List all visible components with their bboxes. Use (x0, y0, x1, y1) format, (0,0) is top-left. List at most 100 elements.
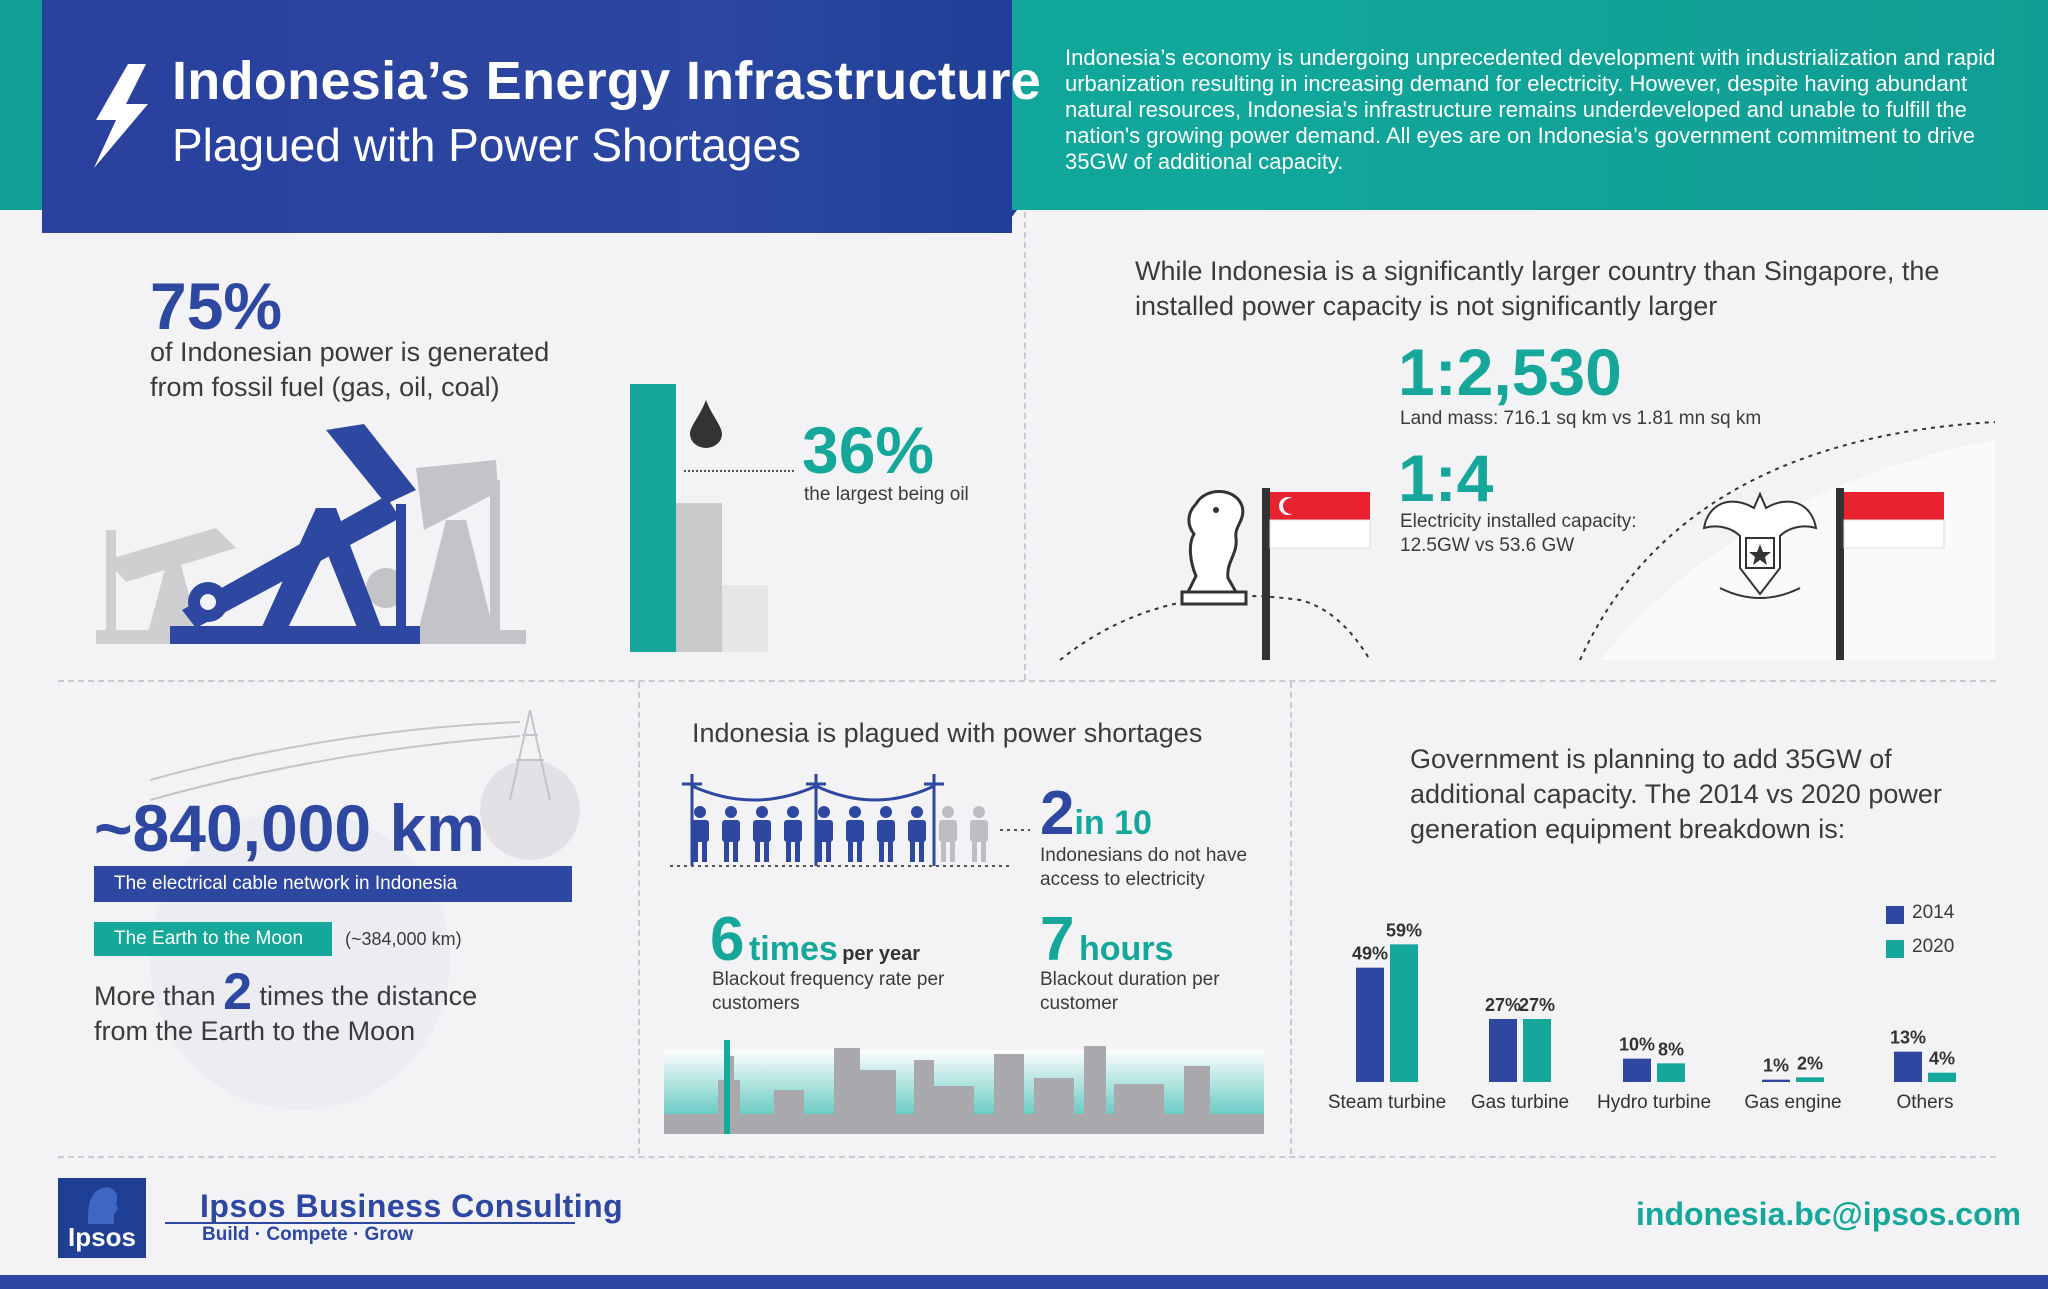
city-skyline-illustration (664, 1040, 1264, 1134)
frequency-suffix: per year (842, 943, 921, 965)
capacity-description: Electricity installed capacity: 12.5GW v… (1400, 511, 1637, 556)
earth-moon-distance: (~384,000 km) (345, 929, 462, 949)
fossil-bar-chart (630, 384, 768, 652)
pumpjack-illustration (96, 424, 526, 644)
distance-multiple-value: 2 (223, 963, 253, 1021)
ipsos-logo-word: Ipsos (68, 1222, 136, 1252)
distance-multiple: More than 2 times the distance from the … (94, 966, 534, 1049)
garuda-emblem-icon (1702, 491, 1818, 599)
merlion-icon (1180, 490, 1248, 606)
title-box (42, 0, 1012, 233)
intro-text: Indonesia’s economy is undergoing unprec… (1065, 45, 1996, 174)
shortages-heading: Indonesia is plagued with power shortage… (692, 718, 1203, 748)
data-label: 49% (1352, 944, 1388, 964)
fossil-bar-2 (722, 585, 768, 652)
legend-swatch-2020 (1886, 940, 1904, 958)
people-pictogram (670, 774, 1030, 867)
frequency-unit: times (748, 930, 838, 968)
person-icon (877, 806, 895, 862)
person-icon (753, 806, 771, 862)
bar-2014-4 (1894, 1051, 1922, 1082)
oil-description: the largest being oil (804, 484, 969, 505)
fossil-bar-0 (630, 384, 676, 652)
divider (1290, 682, 1292, 1154)
fossil-fuel-description: of Indonesian power is generated from fo… (150, 337, 550, 402)
category-label: Gas engine (1744, 1092, 1841, 1113)
distance-multiple-prefix: More than (94, 981, 216, 1011)
divider (58, 680, 1996, 682)
data-label: 10% (1619, 1035, 1655, 1055)
category-label: Others (1896, 1092, 1953, 1113)
data-label: 27% (1519, 995, 1555, 1015)
bottom-bar (0, 1275, 2048, 1289)
company-name: Ipsos Business Consulting (200, 1188, 624, 1224)
title-box-corner (1000, 210, 1017, 233)
access-description: Indonesians do not have access to electr… (1040, 845, 1248, 890)
company-tagline: Build · Compete · Grow (202, 1224, 414, 1245)
capacity-ratio: 1:4 (1398, 441, 1494, 515)
comparison-heading: While Indonesia is a significantly large… (1135, 256, 1940, 321)
bar-2020-0 (1390, 944, 1418, 1082)
data-label: 1% (1763, 1056, 1789, 1076)
category-label: Gas turbine (1471, 1092, 1569, 1113)
legend-label-2014: 2014 (1912, 902, 1955, 923)
fossil-fuel-stat: 75% (150, 269, 283, 343)
bar-2020-1 (1523, 1019, 1551, 1082)
duration-value: 7 (1040, 905, 1075, 974)
earth-moon-bar: The Earth to the Moon (94, 922, 332, 956)
frequency-description: Blackout frequency rate per customers (712, 969, 945, 1014)
legend-label-2020: 2020 (1912, 936, 1955, 957)
ipsos-head-icon (88, 1187, 118, 1224)
data-label: 8% (1658, 1039, 1684, 1059)
access-stat: 2in 10 (1040, 778, 1152, 849)
person-icon (970, 806, 988, 862)
lightning-bolt-icon (94, 64, 148, 168)
cable-network-bar: The electrical cable network in Indonesi… (94, 866, 572, 902)
bar-2020-4 (1928, 1072, 1956, 1082)
data-label: 59% (1386, 920, 1422, 940)
oil-leader-line (684, 470, 794, 472)
company-underline (165, 1222, 575, 1224)
page-title: Indonesia’s Energy Infrastructure (172, 51, 1042, 111)
duration-stat: 7 hours (1040, 904, 1173, 975)
data-label: 2% (1797, 1053, 1823, 1073)
person-icon (815, 806, 833, 862)
bar-2020-3 (1796, 1077, 1824, 1082)
bar-2014-2 (1623, 1058, 1651, 1082)
indonesia-flag-icon (1836, 488, 1945, 660)
person-icon (908, 806, 926, 862)
person-icon (691, 806, 709, 862)
category-label: Hydro turbine (1597, 1092, 1711, 1113)
government-heading: Government is planning to add 35GW of ad… (1410, 744, 1942, 844)
divider (58, 1156, 1996, 1158)
access-unit: in 10 (1074, 804, 1152, 842)
background-globe-pylon (150, 709, 580, 1110)
frequency-stat: 6 times per year (710, 904, 920, 975)
data-label: 4% (1929, 1049, 1955, 1069)
contact-email[interactable]: indonesia.bc@ipsos.com (1636, 1196, 2022, 1232)
legend-swatch-2014 (1886, 906, 1904, 924)
person-icon (784, 806, 802, 862)
bar-2014-1 (1489, 1019, 1517, 1082)
access-value: 2 (1040, 779, 1075, 848)
category-label: Steam turbine (1328, 1092, 1446, 1113)
distance-multiple-suffix: times the distance from the Earth to the… (94, 981, 478, 1046)
cable-length: ~840,000 km (94, 791, 485, 865)
bar-2014-3 (1762, 1079, 1790, 1082)
data-label: 27% (1485, 995, 1521, 1015)
singapore-flag-icon (1262, 488, 1371, 660)
land-description: Land mass: 716.1 sq km vs 1.81 mn sq km (1400, 408, 1762, 429)
frequency-value: 6 (710, 905, 745, 974)
duration-unit: hours (1078, 930, 1174, 968)
person-icon (722, 806, 740, 862)
page-subtitle: Plagued with Power Shortages (172, 119, 802, 171)
fossil-bar-1 (676, 503, 722, 652)
person-icon (939, 806, 957, 862)
bar-2014-0 (1356, 967, 1384, 1082)
data-label: 13% (1890, 1028, 1926, 1048)
oil-drop-icon (690, 400, 722, 448)
equipment-breakdown-chart: 49% 59% Steam turbine 27%27% Gas turbine 10% 8… (1328, 920, 1956, 1113)
duration-description: Blackout duration per customer (1040, 969, 1220, 1014)
person-icon (846, 806, 864, 862)
oil-stat: 36% (802, 413, 935, 487)
